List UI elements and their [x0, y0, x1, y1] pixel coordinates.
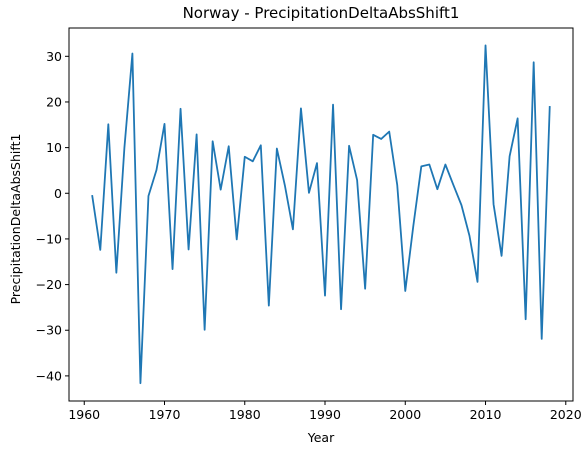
x-tick-label: 1960	[68, 407, 100, 422]
x-tick-label: 2000	[389, 407, 421, 422]
series-line	[91, 44, 551, 385]
x-tick-label: 2010	[470, 407, 502, 422]
x-tick-label: 1980	[229, 407, 261, 422]
y-tick-label: 20	[46, 94, 62, 109]
x-tick-label: 1970	[149, 407, 181, 422]
y-axis-label: PrecipitationDeltaAbsShift1	[8, 134, 23, 305]
x-axis-label: Year	[307, 430, 335, 445]
chart-title: Norway - PrecipitationDeltaAbsShift1	[183, 4, 460, 22]
y-tick-label: −10	[36, 231, 62, 246]
plot-area: 1960 1970 1980 1990 2000 2010 2020−40−30−20−10…	[36, 27, 582, 422]
x-tick-label: 1990	[309, 407, 341, 422]
y-tick-label: −20	[36, 277, 62, 292]
y-tick-label: −30	[36, 323, 62, 338]
y-tick-label: 10	[46, 140, 62, 155]
y-tick-label: 30	[46, 49, 62, 64]
y-tick-label: −40	[36, 368, 62, 383]
plot-frame	[68, 27, 574, 402]
y-tick-label: 0	[54, 186, 62, 201]
x-tick-label: 2020	[550, 407, 582, 422]
